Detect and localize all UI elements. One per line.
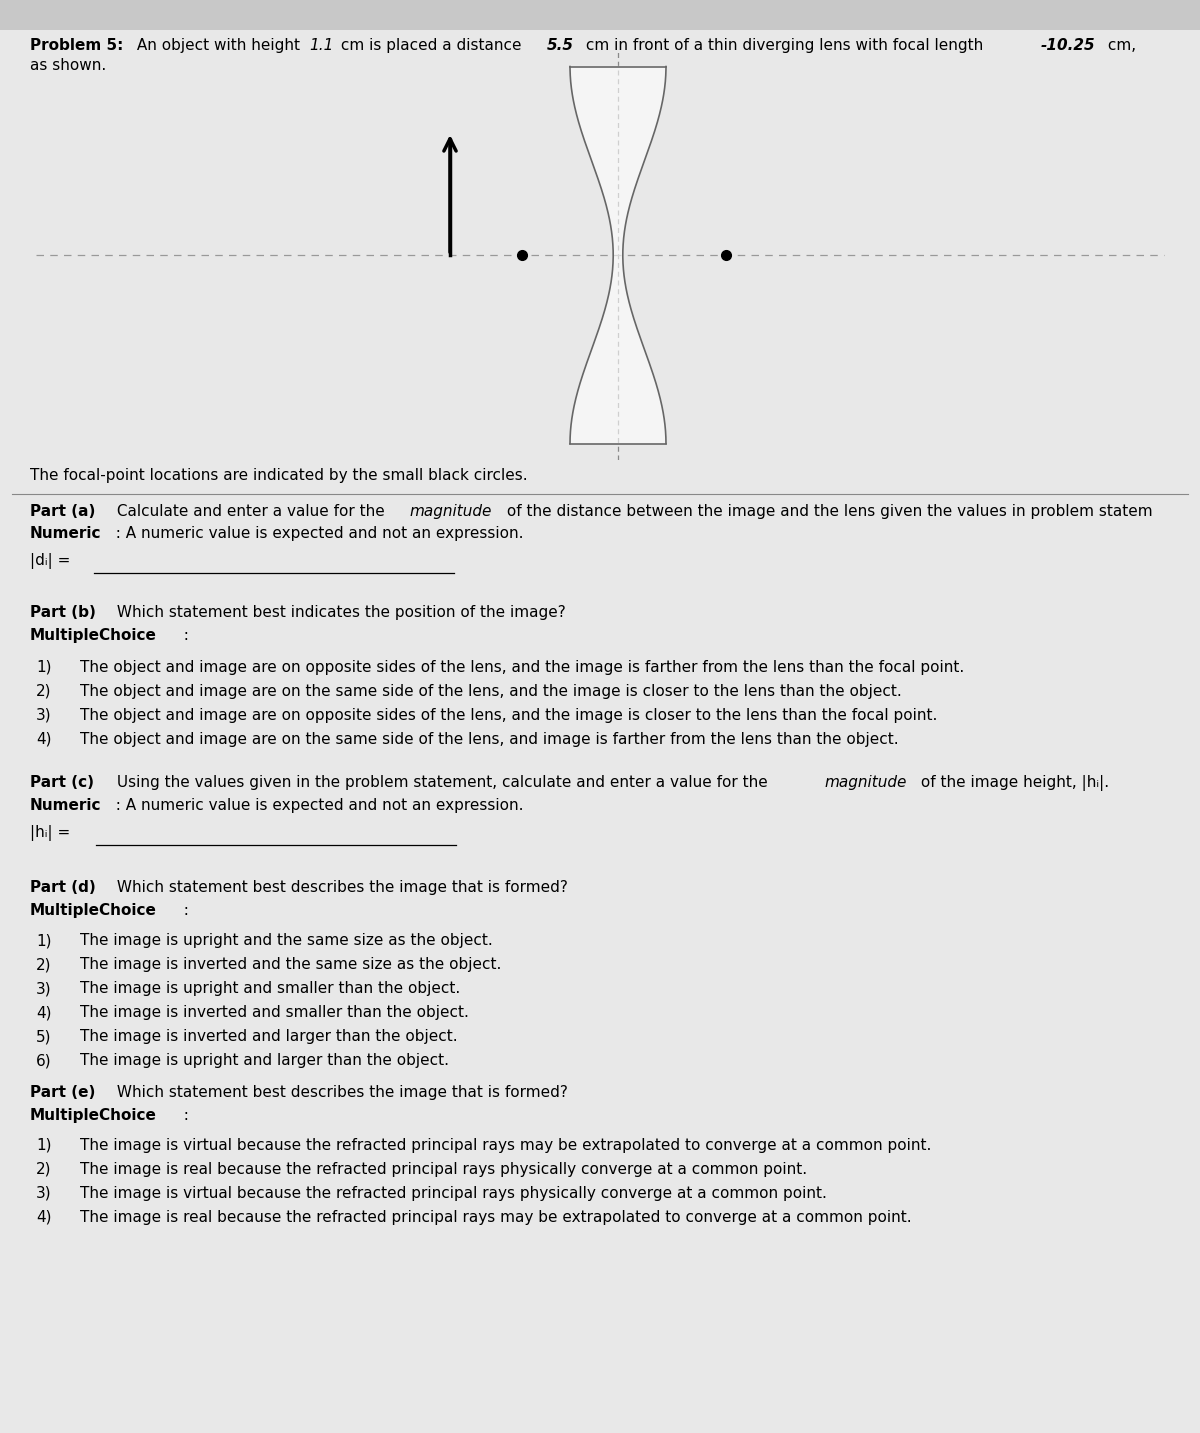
Text: of the image height, |hᵢ|.: of the image height, |hᵢ|. (916, 775, 1109, 791)
Text: Part (a): Part (a) (30, 504, 95, 519)
Text: 3): 3) (36, 708, 52, 724)
Text: cm in front of a thin diverging lens with focal length: cm in front of a thin diverging lens wit… (581, 39, 988, 53)
Text: The image is virtual because the refracted principal rays may be extrapolated to: The image is virtual because the refract… (80, 1138, 931, 1154)
Text: 1): 1) (36, 1138, 52, 1154)
Text: The image is inverted and the same size as the object.: The image is inverted and the same size … (80, 957, 502, 972)
Text: :: : (174, 628, 188, 643)
Text: 6): 6) (36, 1053, 52, 1068)
Text: of the distance between the image and the lens given the values in problem state: of the distance between the image and th… (502, 504, 1152, 519)
Text: The image is real because the refracted principal rays may be extrapolated to co: The image is real because the refracted … (80, 1209, 912, 1225)
Text: 4): 4) (36, 732, 52, 747)
Text: 3): 3) (36, 1187, 52, 1201)
Text: Using the values given in the problem statement, calculate and enter a value for: Using the values given in the problem st… (112, 775, 773, 790)
Text: An object with height: An object with height (132, 39, 305, 53)
Text: MultipleChoice: MultipleChoice (30, 628, 157, 643)
Text: :: : (174, 903, 188, 919)
Text: 1.1: 1.1 (310, 39, 334, 53)
Text: The image is inverted and larger than the object.: The image is inverted and larger than th… (80, 1029, 458, 1045)
Text: Calculate and enter a value for the: Calculate and enter a value for the (112, 504, 389, 519)
Text: Numeric: Numeric (30, 798, 102, 813)
Text: The object and image are on opposite sides of the lens, and the image is closer : The object and image are on opposite sid… (80, 708, 937, 724)
Text: 4): 4) (36, 1209, 52, 1225)
Text: cm,: cm, (1103, 39, 1136, 53)
Text: Which statement best describes the image that is formed?: Which statement best describes the image… (112, 1085, 568, 1101)
Text: |dᵢ| =: |dᵢ| = (30, 553, 71, 569)
Text: The image is real because the refracted principal rays physically converge at a : The image is real because the refracted … (80, 1162, 808, 1176)
Text: 4): 4) (36, 1005, 52, 1020)
Text: Which statement best describes the image that is formed?: Which statement best describes the image… (112, 880, 568, 896)
Text: The focal-point locations are indicated by the small black circles.: The focal-point locations are indicated … (30, 469, 528, 483)
Text: 5.5: 5.5 (547, 39, 575, 53)
Text: The object and image are on the same side of the lens, and the image is closer t: The object and image are on the same sid… (80, 684, 902, 699)
Text: 1): 1) (36, 933, 52, 949)
Text: 2): 2) (36, 1162, 52, 1176)
Text: 1): 1) (36, 661, 52, 675)
Text: : A numeric value is expected and not an expression.: : A numeric value is expected and not an… (106, 526, 523, 542)
Text: 2): 2) (36, 684, 52, 699)
Text: magnitude: magnitude (409, 504, 492, 519)
Text: The object and image are on opposite sides of the lens, and the image is farther: The object and image are on opposite sid… (80, 661, 965, 675)
Text: The image is upright and the same size as the object.: The image is upright and the same size a… (80, 933, 493, 949)
Text: The image is virtual because the refracted principal rays physically converge at: The image is virtual because the refract… (80, 1187, 827, 1201)
Text: Part (e): Part (e) (30, 1085, 95, 1101)
Polygon shape (570, 66, 666, 444)
Text: MultipleChoice: MultipleChoice (30, 1108, 157, 1123)
Text: as shown.: as shown. (30, 57, 107, 73)
Text: Problem 5:: Problem 5: (30, 39, 124, 53)
Text: 5): 5) (36, 1029, 52, 1045)
Text: magnitude: magnitude (824, 775, 907, 790)
Text: Which statement best indicates the position of the image?: Which statement best indicates the posit… (112, 605, 565, 620)
Text: The object and image are on the same side of the lens, and image is farther from: The object and image are on the same sid… (80, 732, 899, 747)
Text: cm is placed a distance: cm is placed a distance (336, 39, 527, 53)
Text: : A numeric value is expected and not an expression.: : A numeric value is expected and not an… (106, 798, 523, 813)
Text: 3): 3) (36, 982, 52, 996)
Text: -10.25: -10.25 (1040, 39, 1096, 53)
Text: The image is inverted and smaller than the object.: The image is inverted and smaller than t… (80, 1005, 469, 1020)
Text: Part (c): Part (c) (30, 775, 94, 790)
Text: Part (b): Part (b) (30, 605, 96, 620)
Text: Part (d): Part (d) (30, 880, 96, 896)
Text: The image is upright and smaller than the object.: The image is upright and smaller than th… (80, 982, 461, 996)
Text: |hᵢ| =: |hᵢ| = (30, 825, 71, 841)
Text: Numeric: Numeric (30, 526, 102, 542)
Text: :: : (174, 1108, 188, 1123)
Text: The image is upright and larger than the object.: The image is upright and larger than the… (80, 1053, 449, 1068)
Text: 2): 2) (36, 957, 52, 972)
Text: MultipleChoice: MultipleChoice (30, 903, 157, 919)
